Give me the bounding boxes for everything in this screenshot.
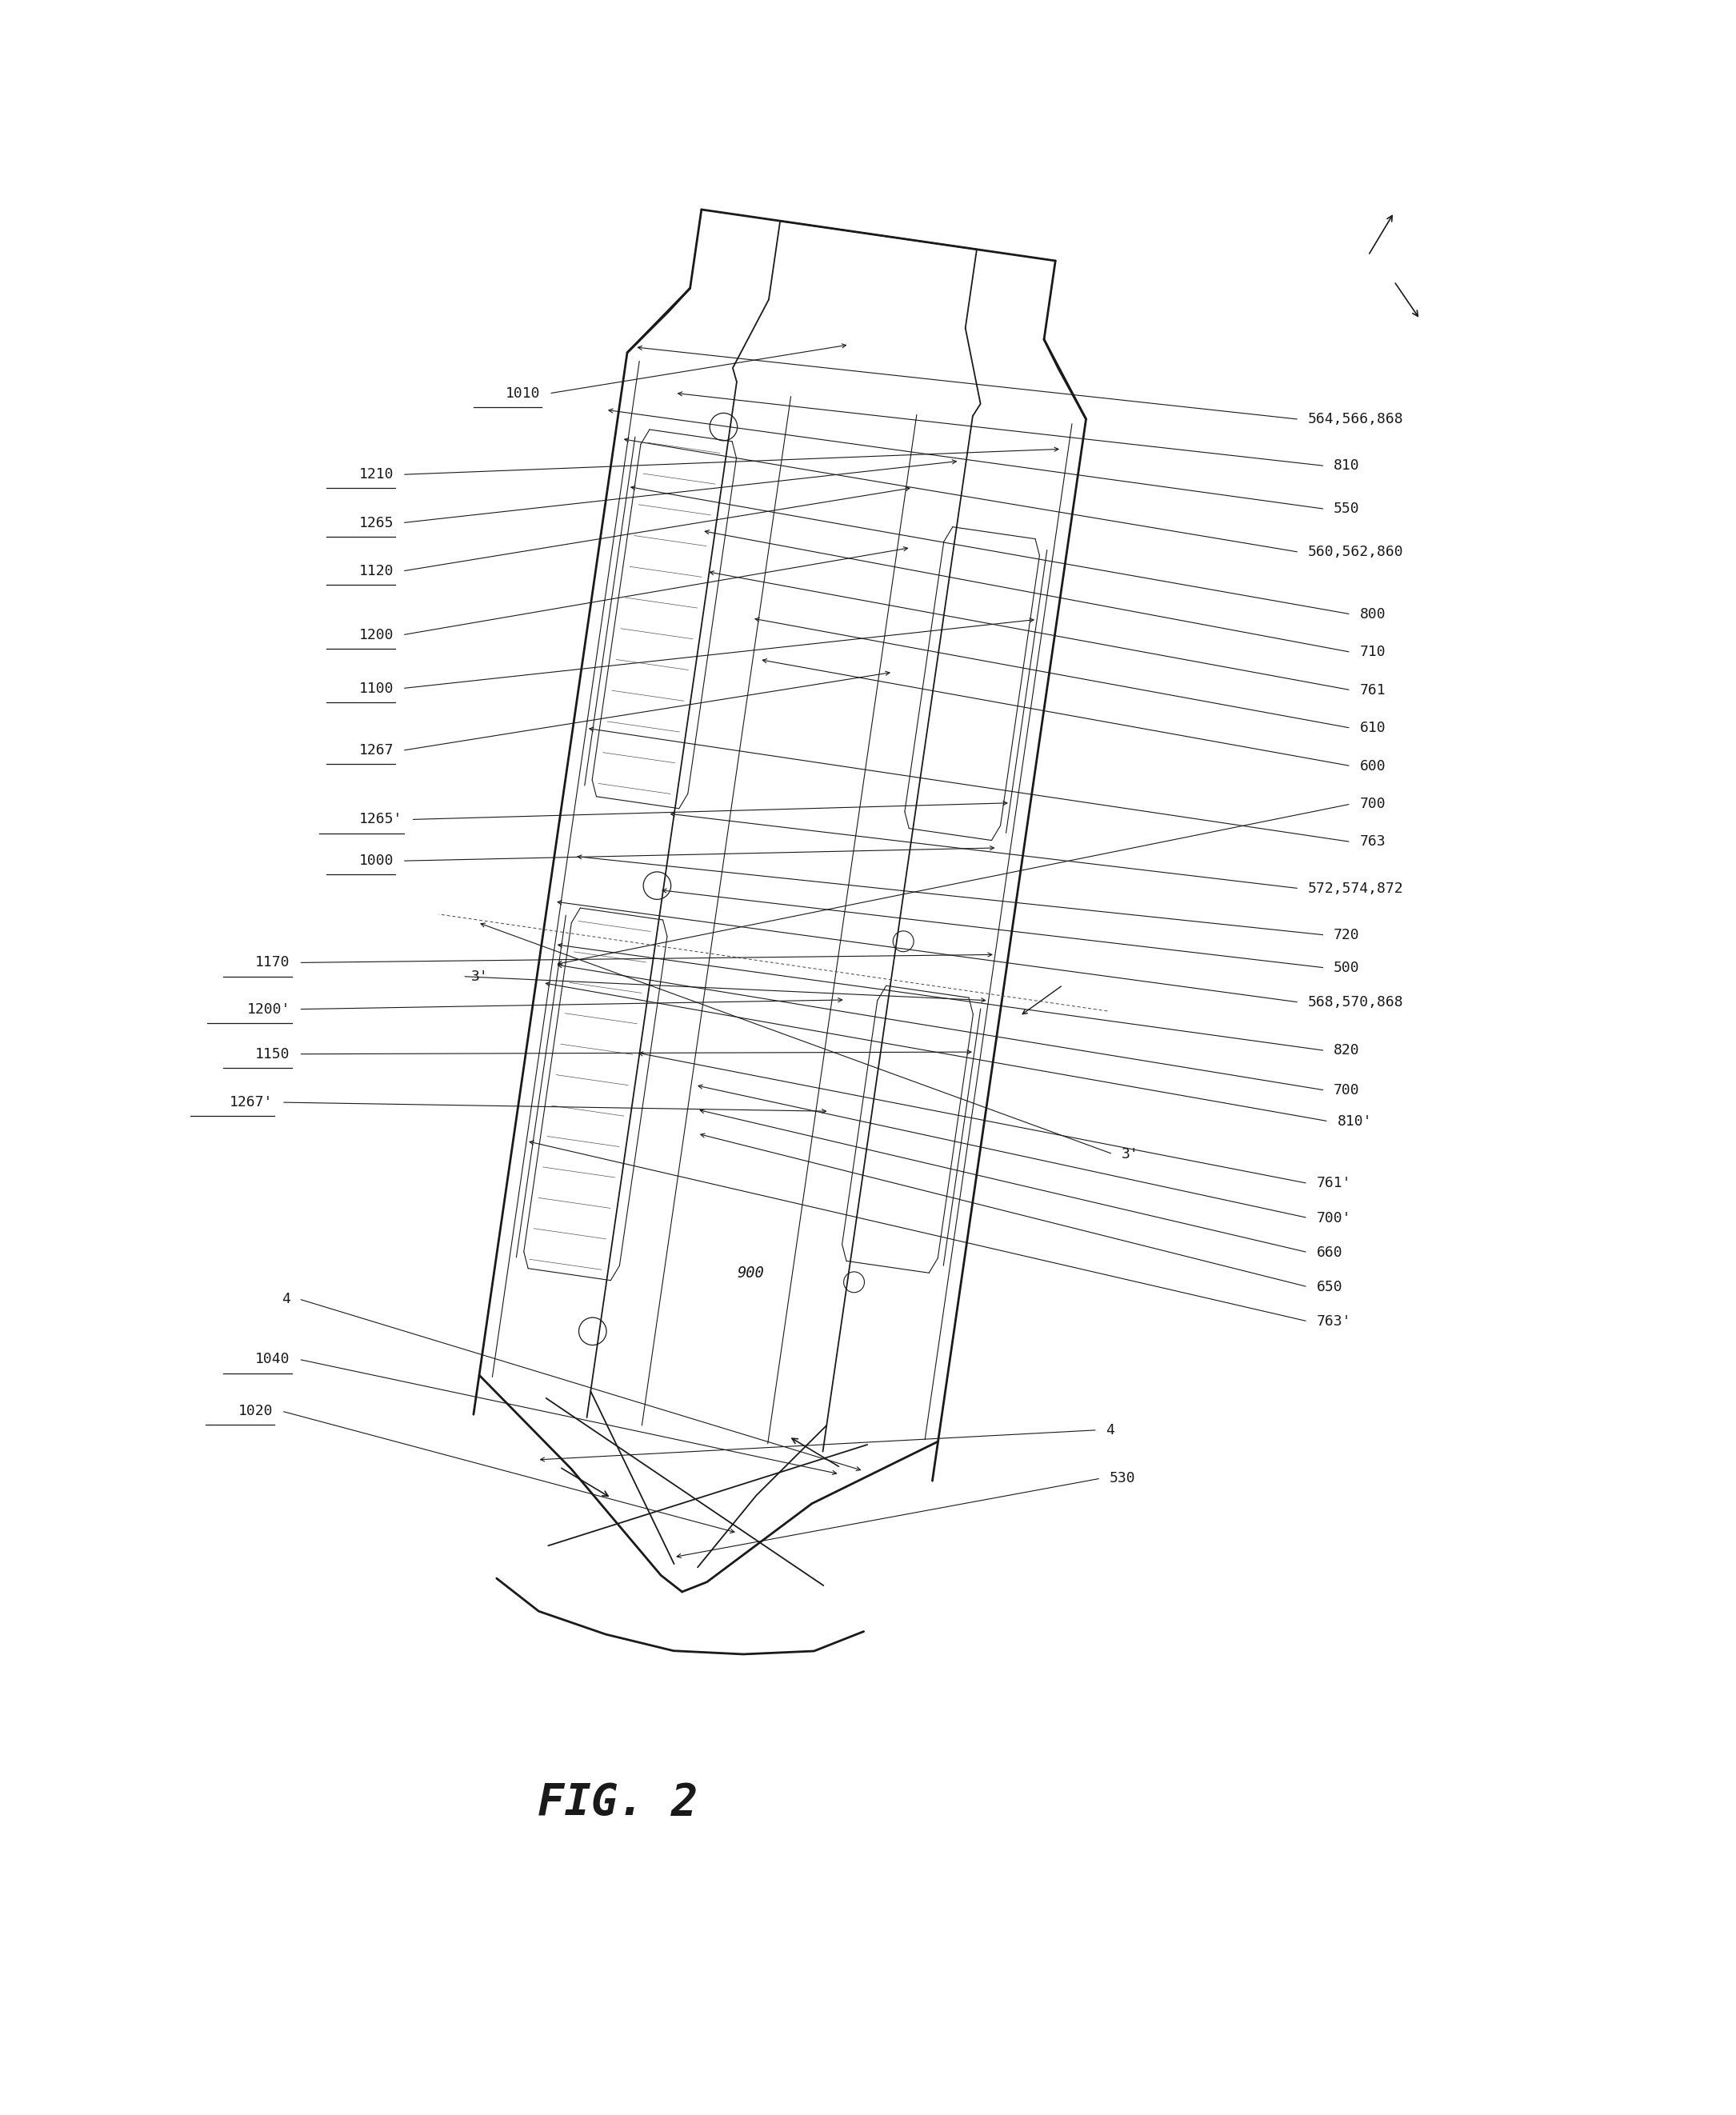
Text: 1000: 1000 <box>359 854 394 867</box>
Text: 1020: 1020 <box>238 1404 273 1419</box>
Text: 560,562,860: 560,562,860 <box>1307 546 1403 558</box>
Text: 1265: 1265 <box>359 516 394 531</box>
Text: 1200: 1200 <box>359 628 394 643</box>
Text: 700: 700 <box>1333 1083 1359 1098</box>
Text: 564,566,868: 564,566,868 <box>1307 412 1403 427</box>
Text: 820: 820 <box>1333 1043 1359 1058</box>
Text: 1265': 1265' <box>359 812 403 827</box>
Text: 3': 3' <box>1121 1146 1139 1161</box>
Text: 763': 763' <box>1316 1313 1351 1328</box>
Text: 3': 3' <box>470 969 488 983</box>
Text: 700: 700 <box>1359 797 1385 812</box>
Text: 4: 4 <box>281 1292 290 1307</box>
Text: 1267': 1267' <box>229 1096 273 1110</box>
Text: 810': 810' <box>1337 1115 1371 1129</box>
Text: 1267: 1267 <box>359 742 394 757</box>
Text: 720: 720 <box>1333 928 1359 943</box>
Text: 1010: 1010 <box>505 387 540 400</box>
Text: 530: 530 <box>1109 1472 1135 1485</box>
Text: 550: 550 <box>1333 501 1359 516</box>
Text: 1100: 1100 <box>359 681 394 696</box>
Text: 572,574,872: 572,574,872 <box>1307 882 1403 895</box>
Text: 660: 660 <box>1316 1246 1342 1261</box>
Text: 810: 810 <box>1333 459 1359 474</box>
Text: 4: 4 <box>1106 1423 1115 1438</box>
Text: 900: 900 <box>738 1265 764 1282</box>
Text: 610: 610 <box>1359 721 1385 736</box>
Text: 568,570,868: 568,570,868 <box>1307 996 1403 1009</box>
Text: 600: 600 <box>1359 759 1385 774</box>
Text: 1040: 1040 <box>255 1351 290 1366</box>
Text: 1200': 1200' <box>247 1003 290 1017</box>
Text: 800: 800 <box>1359 607 1385 622</box>
Text: 1210: 1210 <box>359 467 394 482</box>
Text: 1120: 1120 <box>359 565 394 577</box>
Text: 700': 700' <box>1316 1210 1351 1225</box>
Text: 710: 710 <box>1359 645 1385 660</box>
Text: 761': 761' <box>1316 1176 1351 1191</box>
Text: 1150: 1150 <box>255 1047 290 1062</box>
Text: 650: 650 <box>1316 1280 1342 1294</box>
Text: 500: 500 <box>1333 960 1359 975</box>
Text: 761: 761 <box>1359 683 1385 698</box>
Text: 763: 763 <box>1359 835 1385 848</box>
Text: 1170: 1170 <box>255 956 290 971</box>
Text: FIG. 2: FIG. 2 <box>538 1781 698 1823</box>
